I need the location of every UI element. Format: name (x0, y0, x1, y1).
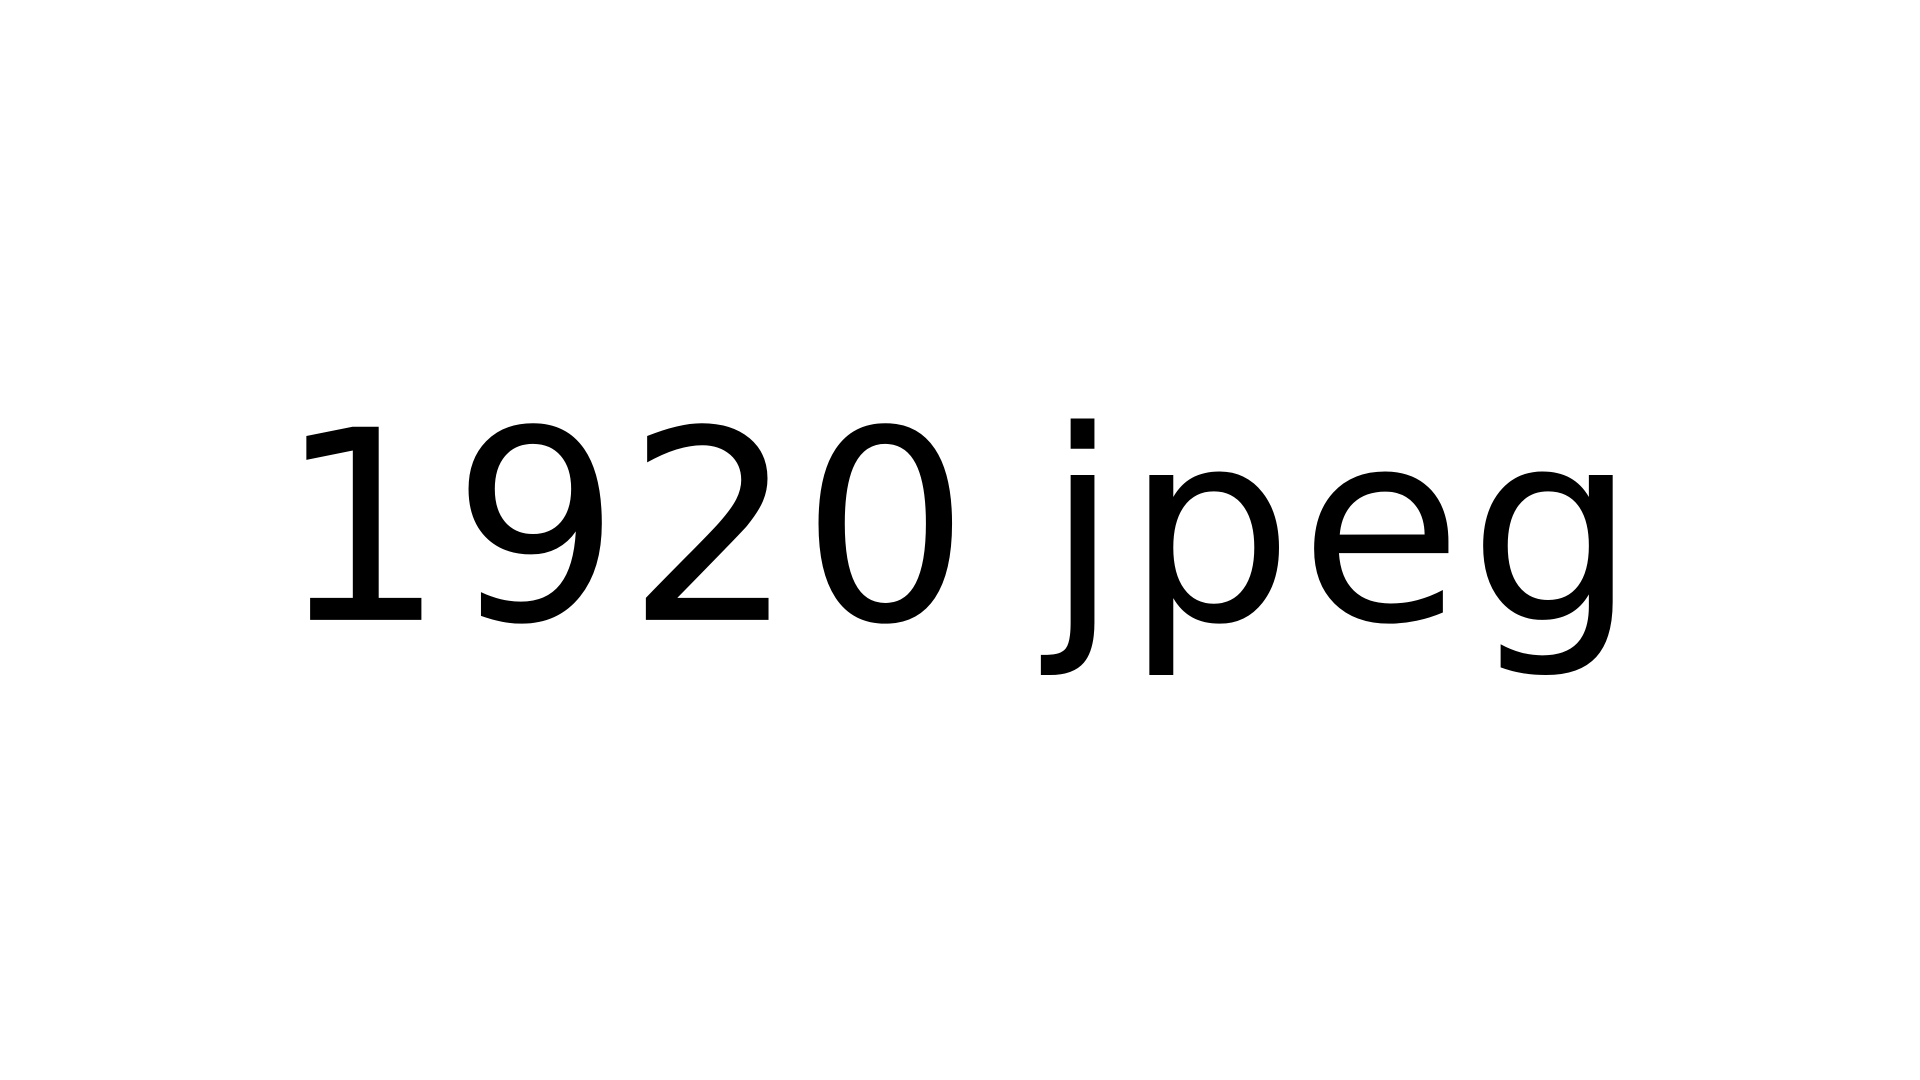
image-caption: 1920 jpeg (277, 396, 1643, 662)
caption-number: 1920 (277, 374, 976, 683)
caption-format: jpeg (1045, 374, 1643, 683)
